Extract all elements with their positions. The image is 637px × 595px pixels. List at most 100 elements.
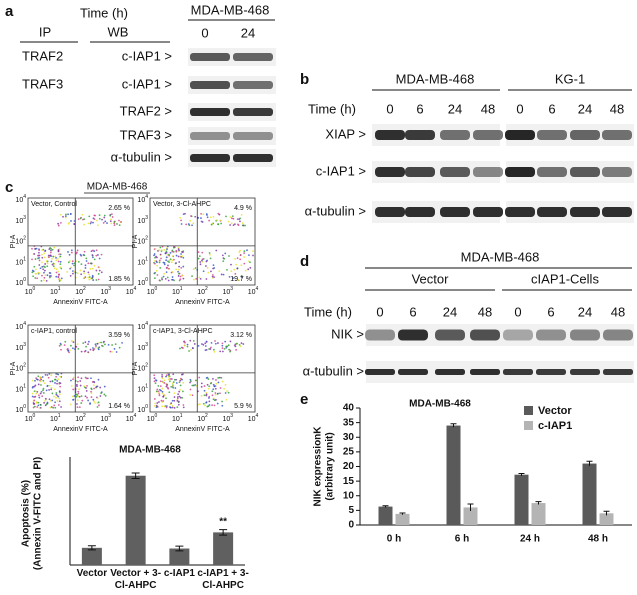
flow-dot (92, 279, 95, 281)
flow-dot (210, 342, 213, 344)
flow-dot (166, 276, 169, 279)
flow-dot (76, 406, 79, 409)
flow-dot (208, 348, 210, 350)
flow-dot (34, 258, 37, 260)
tick-base: 10 (222, 416, 230, 423)
flow-dot (217, 381, 220, 384)
flow-dot (38, 394, 40, 397)
flow-dot (172, 386, 175, 389)
quadrant-value: 3.59 % (108, 332, 130, 339)
flow-dot (166, 248, 168, 251)
flow-dot (36, 378, 38, 381)
flow-dot (39, 267, 42, 270)
x-tick-label: 103 (222, 286, 233, 296)
flow-dot (227, 391, 230, 394)
flow-dot (234, 345, 237, 348)
flow-dot (174, 262, 177, 265)
flow-dot (204, 342, 207, 345)
flow-dot (180, 377, 182, 380)
tick-base: 10 (126, 289, 134, 296)
tick-base: 10 (137, 197, 145, 204)
flow-dot (113, 224, 116, 227)
flow-dot (226, 268, 228, 271)
flow-dot (165, 397, 167, 400)
flow-dot (169, 406, 171, 408)
flow-dot (216, 219, 219, 222)
flow-dot (87, 276, 90, 279)
flow-dot (197, 257, 200, 260)
x-tick-label: 102 (75, 413, 86, 423)
flow-dot (237, 223, 239, 226)
flow-dot (179, 379, 182, 382)
flow-dot (34, 268, 37, 271)
flow-dot (191, 394, 194, 397)
quadrant-value: 2.65 % (108, 205, 130, 212)
flow-dot (208, 395, 211, 398)
flow-dot (89, 403, 91, 405)
time: 6 (409, 304, 416, 319)
flow-dot (225, 398, 228, 401)
flow-dot (70, 385, 73, 387)
flow-dot (120, 221, 122, 223)
flow-dot (179, 347, 181, 350)
y-axis-label: PI-A (132, 361, 139, 375)
x-tick-label: 101 (50, 286, 61, 296)
y-tick-label: 104 (137, 194, 148, 204)
flow-dot (104, 394, 107, 397)
flow-dot (79, 380, 82, 382)
flow-dot (155, 379, 158, 382)
y-tick-label: 100 (15, 404, 26, 414)
chart-title: MDA-MB-468 (409, 399, 471, 410)
bar (599, 513, 614, 525)
wb-label: α-tubulin > (111, 149, 172, 164)
flow-dot (91, 381, 94, 383)
flow-dot (46, 265, 49, 268)
flow-dot (163, 394, 166, 397)
flow-dot (158, 394, 161, 397)
flow-dot (42, 387, 45, 390)
blot-band (602, 130, 632, 140)
flow-dot (165, 405, 168, 408)
flow-dot (59, 260, 62, 263)
flow-dot (77, 390, 80, 393)
flow-dot (169, 252, 172, 254)
flow-dot (206, 216, 209, 219)
flow-dot (220, 273, 223, 276)
x-tick-label: 101 (172, 413, 183, 423)
flow-dot (244, 224, 246, 227)
flow-dot (162, 275, 165, 278)
tick-exponent: 2 (145, 236, 148, 242)
flow-dot (45, 389, 48, 392)
flow-dot (54, 401, 57, 404)
flow-dot (227, 344, 230, 347)
flow-dot (177, 403, 180, 406)
flow-dot (229, 224, 232, 226)
flow-dot (51, 257, 53, 260)
flow-dot (192, 222, 195, 225)
flow-dot (81, 213, 84, 216)
flow-dot (38, 272, 41, 275)
flow-dot (39, 404, 42, 406)
blot-band (473, 167, 503, 177)
flow-dot (219, 350, 222, 353)
flow-dot (97, 348, 100, 351)
x-tick-label: 100 (147, 286, 158, 296)
flow-dot (60, 348, 62, 351)
flow-dot (70, 340, 73, 342)
blot-band (375, 167, 405, 177)
flow-dot (228, 275, 231, 278)
plot-title: Vector, 3-Cl-AHPC (153, 201, 211, 208)
flow-dot (212, 397, 215, 400)
flow-dot (226, 390, 228, 392)
flow-dot (34, 248, 37, 250)
flow-dot (40, 384, 42, 386)
flow-dot (178, 272, 180, 275)
flow-dot (165, 250, 168, 253)
time: 0 (516, 101, 523, 116)
flow-dot (236, 342, 238, 345)
flow-dot (76, 272, 79, 275)
flow-dot (168, 267, 170, 270)
cell-line: MDA-MB-468 (396, 71, 475, 86)
cell-line: MDA-MB-468 (87, 182, 148, 193)
flow-dot (75, 345, 78, 348)
